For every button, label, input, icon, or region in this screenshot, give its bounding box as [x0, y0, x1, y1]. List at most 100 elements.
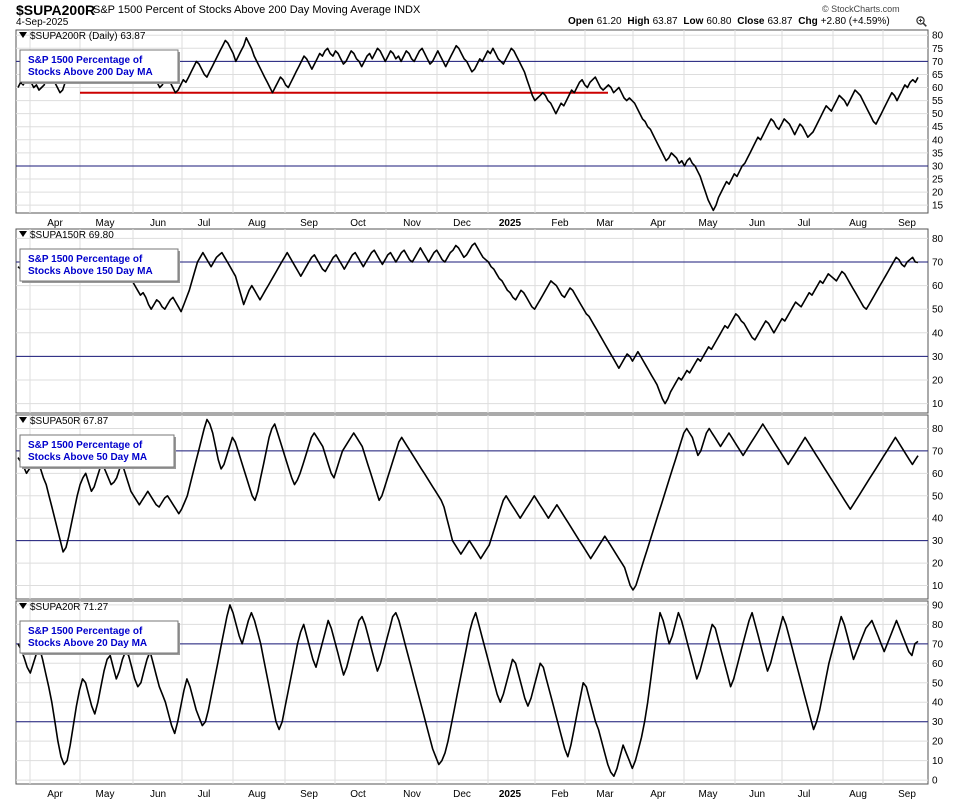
- panel-legend: $SUPA200R (Daily) 63.87: [19, 31, 146, 42]
- annotation-frame: [19, 248, 179, 282]
- x-tick-label: Oct: [350, 789, 366, 800]
- x-tick-label: Jun: [150, 218, 166, 229]
- x-tick-label: Aug: [248, 218, 266, 229]
- y-tick-label: 70: [932, 258, 944, 269]
- y-tick-label: 0: [932, 776, 938, 787]
- y-tick-label: 90: [932, 600, 944, 611]
- watermark: © StockCharts.com: [822, 4, 900, 14]
- y-tick-label: 20: [932, 737, 944, 748]
- x-tick-label: Aug: [849, 789, 867, 800]
- y-tick-label: 80: [932, 31, 944, 42]
- chart-date: 4-Sep-2025: [16, 17, 69, 28]
- y-tick-label: 20: [932, 188, 944, 199]
- y-tick-label: 80: [932, 424, 944, 435]
- y-tick-label: 30: [932, 352, 944, 363]
- chart-header: $SUPA200R S&P 1500 Percent of Stocks Abo…: [0, 0, 960, 30]
- annotation-line: Stocks Above 50 Day MA: [28, 452, 147, 463]
- y-tick-label: 60: [932, 83, 944, 94]
- y-tick-label: 40: [932, 514, 944, 525]
- x-tick-label: Jun: [749, 789, 765, 800]
- panel-1: 15 20 25 30 35 40 45 50 55 60 65 70 75 80 $SUPA200R (D…: [15, 29, 944, 214]
- x-tick-label: Dec: [453, 218, 471, 229]
- data-series-line: [17, 604, 919, 777]
- x-tick-label: May: [699, 218, 718, 229]
- open-label: Open: [568, 16, 594, 27]
- panel-legend: $SUPA50R 67.87: [19, 416, 109, 427]
- y-tick-label: 40: [932, 698, 944, 709]
- annotation-line: S&P 1500 Percentage of: [28, 254, 143, 265]
- annotation-line: Stocks Above 150 Day MA: [28, 266, 153, 277]
- low-value: 60.80: [706, 16, 732, 27]
- y-tick-label: 30: [932, 161, 944, 172]
- y-tick-label: 40: [932, 328, 944, 339]
- x-tick-label: Mar: [596, 218, 614, 229]
- y-tick-label: 75: [932, 44, 944, 55]
- y-tick-label: 35: [932, 148, 944, 159]
- y-tick-label: 60: [932, 281, 944, 292]
- y-tick-label: 50: [932, 109, 944, 120]
- y-tick-label: 15: [932, 201, 944, 212]
- x-tick-label: Sep: [898, 218, 916, 229]
- y-tick-label: 10: [932, 756, 944, 767]
- close-value: 63.87: [767, 16, 793, 27]
- y-tick-label: 50: [932, 305, 944, 316]
- close-label: Close: [737, 16, 765, 27]
- x-tick-label: Jul: [798, 789, 811, 800]
- x-tick-label: Jun: [150, 789, 166, 800]
- x-tick-label: Aug: [849, 218, 867, 229]
- y-tick-label: 70: [932, 639, 944, 650]
- x-tick-label: 2025: [499, 218, 522, 229]
- x-tick-label: Nov: [403, 218, 421, 229]
- annotation-line: Stocks Above 20 Day MA: [28, 638, 147, 649]
- x-tick-label: Jul: [198, 218, 211, 229]
- panel-2: 10 20 30 40 50 60 70 80 $SUPA150R 69.80 S&P 1500 …: [15, 228, 944, 414]
- y-tick-label: 10: [932, 581, 944, 592]
- panel-3: 10 20 30 40 50 60 70 80 $SUPA50R 67.87 S&P 1500 P…: [15, 414, 944, 600]
- high-value: 63.87: [652, 16, 678, 27]
- triangle-marker-icon: [19, 231, 27, 237]
- magnifier-plus-icon[interactable]: [916, 16, 927, 27]
- ohlc-readout: Open 61.20 High 63.87 Low 60.80 Close 63.87 …: [568, 16, 893, 27]
- x-tick-label: Oct: [350, 218, 366, 229]
- y-tick-label: 25: [932, 175, 944, 186]
- y-tick-label: 20: [932, 559, 944, 570]
- x-tick-label: Apr: [47, 789, 63, 800]
- x-tick-label: Sep: [300, 218, 318, 229]
- legend-text: $SUPA50R 67.87: [30, 416, 109, 427]
- chg-label: Chg: [798, 16, 818, 27]
- legend-text: $SUPA200R (Daily) 63.87: [30, 31, 146, 42]
- y-tick-label: 20: [932, 375, 944, 386]
- annotation-frame: [19, 620, 179, 654]
- y-tick-label: 80: [932, 620, 944, 631]
- annotation-line: Stocks Above 200 Day MA: [28, 67, 153, 78]
- x-tick-label: May: [96, 789, 115, 800]
- x-tick-label: May: [699, 789, 718, 800]
- y-tick-label: 60: [932, 469, 944, 480]
- high-label: High: [627, 16, 650, 27]
- x-tick-label: Dec: [453, 789, 471, 800]
- y-tick-label: 40: [932, 135, 944, 146]
- panel-legend: $SUPA150R 69.80: [19, 230, 114, 241]
- x-tick-label: Apr: [650, 789, 666, 800]
- panel-4: 0 10 20 30 40 50 60 70 80 90 $SUPA20R 71.27 S&P 150…: [15, 600, 944, 787]
- y-tick-label: 70: [932, 57, 944, 68]
- chg-value: +2.80 (+4.59%): [820, 16, 890, 27]
- x-tick-label: Aug: [248, 789, 266, 800]
- symbol-description: S&P 1500 Percent of Stocks Above 200 Day…: [93, 4, 421, 16]
- legend-text: $SUPA20R 71.27: [30, 602, 109, 613]
- y-tick-label: 60: [932, 659, 944, 670]
- annotation-frame: [19, 434, 175, 468]
- panel-legend: $SUPA20R 71.27: [19, 602, 109, 613]
- open-value: 61.20: [596, 16, 622, 27]
- x-tick-label: Feb: [551, 218, 569, 229]
- legend-text: $SUPA150R 69.80: [30, 230, 114, 241]
- y-tick-label: 70: [932, 446, 944, 457]
- y-tick-label: 30: [932, 717, 944, 728]
- annotation-line: S&P 1500 Percentage of: [28, 55, 143, 66]
- x-tick-label: Mar: [596, 789, 614, 800]
